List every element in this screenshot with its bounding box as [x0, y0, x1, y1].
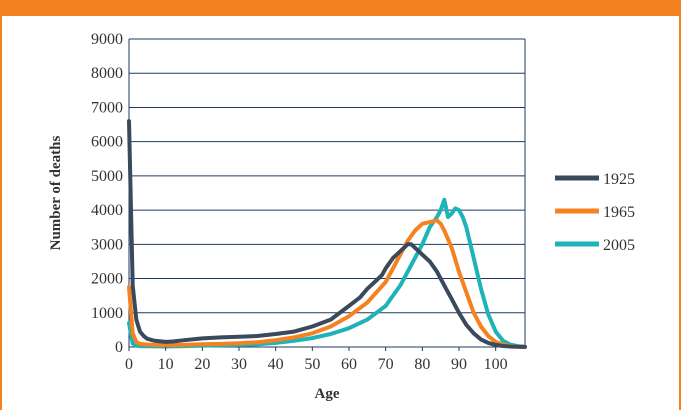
x-tick-label: 0: [125, 356, 133, 373]
y-tick-label: 0: [115, 339, 123, 356]
x-tick-label: 50: [304, 356, 320, 373]
y-tick-label: 5000: [91, 168, 123, 185]
x-tick-label: 10: [158, 356, 174, 373]
y-tick-label: 9000: [91, 31, 123, 48]
x-axis-ticks: 0 10 20 30 40 50 60 70 80 90 100: [125, 347, 508, 373]
x-tick-label: 30: [231, 356, 247, 373]
series-line-1965: [127, 218, 527, 349]
header-bar: [0, 0, 681, 16]
y-tick-label: 8000: [91, 65, 123, 82]
legend-label-1965: 1965: [603, 204, 635, 221]
x-tick-label: 70: [378, 356, 394, 373]
x-tick-label: 60: [341, 356, 357, 373]
legend-label-2005: 2005: [603, 237, 635, 254]
y-tick-label: 7000: [91, 99, 123, 116]
x-tick-label: 100: [484, 356, 508, 373]
x-tick-label: 90: [451, 356, 467, 373]
y-tick-label: 1000: [91, 305, 123, 322]
x-tick-label: 80: [414, 356, 430, 373]
series-line-1925: [127, 119, 527, 349]
plot-area: [128, 39, 526, 347]
frame-border-right: [679, 16, 681, 410]
frame-border-left: [0, 16, 2, 410]
legend: 1925 1965 2005: [555, 171, 635, 254]
y-axis-ticks: 0 1000 2000 3000 4000 5000 6000 7000 8000 9000: [91, 31, 123, 356]
y-tick-label: 3000: [91, 236, 123, 253]
x-axis-title: Age: [315, 386, 340, 402]
y-tick-label: 4000: [91, 202, 123, 219]
x-tick-label: 40: [268, 356, 284, 373]
y-tick-label: 6000: [91, 134, 123, 151]
y-tick-label: 2000: [91, 271, 123, 288]
legend-label-1925: 1925: [603, 171, 635, 188]
series-lines: [127, 119, 527, 349]
x-tick-label: 20: [194, 356, 210, 373]
y-axis-title: Number of deaths: [48, 135, 64, 250]
gridlines: [129, 38, 525, 348]
